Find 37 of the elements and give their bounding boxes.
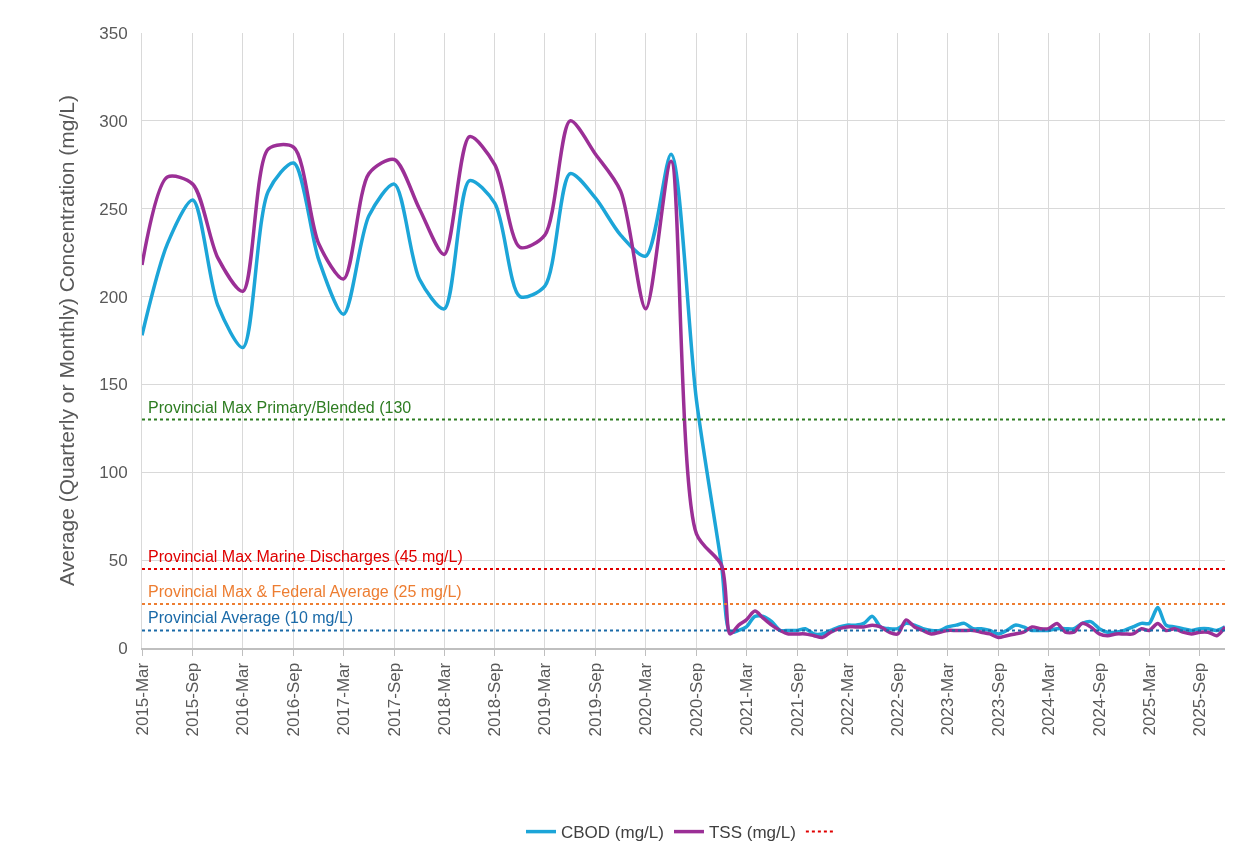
x-tick-label: 2020-Mar bbox=[636, 662, 656, 736]
x-tick-label: 2022-Sep bbox=[888, 662, 908, 737]
y-tick-label: 50 bbox=[108, 551, 128, 571]
x-tick-label: 2023-Sep bbox=[988, 662, 1008, 737]
ref-line-label: Provincial Average (10 mg/L) bbox=[148, 609, 354, 626]
y-tick-label: 100 bbox=[99, 463, 128, 483]
y-tick-label: 250 bbox=[99, 199, 128, 219]
y-axis-title: Average (Quarterly or Monthly) Concentration (mg/L) bbox=[55, 95, 79, 586]
y-tick-label: 200 bbox=[99, 287, 128, 307]
y-tick-label: 350 bbox=[99, 23, 128, 43]
x-tick-label: 2017-Sep bbox=[384, 662, 404, 737]
x-tick-label: 2017-Mar bbox=[334, 662, 354, 736]
x-tick-label: 2015-Sep bbox=[183, 662, 203, 737]
x-tick-label: 2018-Sep bbox=[485, 662, 505, 737]
y-tick-label: 300 bbox=[99, 111, 128, 131]
x-tick-label: 2016-Sep bbox=[284, 662, 304, 737]
x-tick-label: 2018-Mar bbox=[434, 662, 454, 736]
y-tick-label: 150 bbox=[99, 375, 128, 395]
x-tick-label: 2021-Mar bbox=[736, 662, 756, 736]
ref-line-label: Provincial Max Marine Discharges (45 mg/L) bbox=[148, 548, 463, 565]
x-tick-label: 2020-Sep bbox=[686, 662, 706, 737]
x-tick-label: 2024-Sep bbox=[1089, 662, 1109, 737]
x-tick-label: 2025-Sep bbox=[1190, 662, 1210, 737]
ref-line-label: Provincial Max Primary/Blended (130 bbox=[148, 399, 412, 416]
x-tick-label: 2019-Sep bbox=[586, 662, 606, 737]
x-tick-label: 2025-Mar bbox=[1139, 662, 1159, 736]
legend-label: CBOD (mg/L) bbox=[561, 823, 664, 843]
x-tick-label: 2023-Mar bbox=[938, 662, 958, 736]
legend-label: TSS (mg/L) bbox=[708, 823, 796, 843]
x-tick-label: 2022-Mar bbox=[837, 662, 857, 736]
x-tick-label: 2024-Mar bbox=[1039, 662, 1059, 736]
y-tick-label: 0 bbox=[118, 638, 128, 658]
ref-line-label: Provincial Max & Federal Average (25 mg/L) bbox=[148, 583, 462, 600]
x-tick-label: 2016-Mar bbox=[233, 662, 253, 736]
x-tick-label: 2015-Mar bbox=[132, 662, 152, 736]
x-tick-label: 2021-Sep bbox=[787, 662, 807, 737]
x-tick-label: 2019-Mar bbox=[535, 662, 555, 736]
